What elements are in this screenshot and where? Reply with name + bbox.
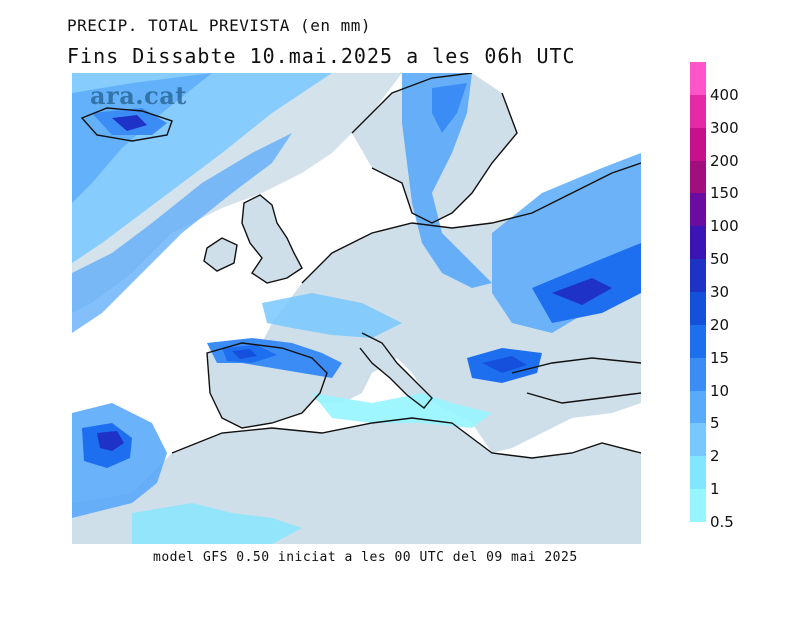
legend-label: 1 (710, 480, 720, 499)
legend-label: 0.5 (710, 513, 734, 531)
legend-swatch (690, 292, 706, 326)
legend-label: 300 (710, 118, 739, 137)
legend-label: 200 (710, 151, 739, 170)
legend-label: 5 (710, 414, 720, 433)
legend-label: 2 (710, 447, 720, 466)
legend-swatch (690, 489, 706, 523)
legend-swatch (690, 94, 706, 129)
legend-swatch (690, 160, 706, 194)
legend-label: 30 (710, 283, 730, 301)
legend-label: 100 (710, 217, 739, 236)
model-run-footer: model GFS 0.50 iniciat a les 00 UTC del … (153, 550, 578, 565)
map-title: PRECIP. TOTAL PREVISTA (en mm) (67, 16, 371, 35)
map-canvas (72, 73, 641, 544)
coastlines (80, 73, 641, 459)
precipitation-legend: 400 300 200 150 100 50 30 20 15 10 5 2 1 0.5 (690, 62, 739, 531)
legend-label: 150 (710, 184, 739, 203)
legend-swatch (690, 193, 706, 227)
precipitation-map: ara.cat (72, 73, 641, 544)
legend-label: 400 (710, 85, 739, 104)
legend-swatch (690, 423, 706, 457)
legend-swatch (690, 324, 706, 359)
precipitation-shading (72, 73, 641, 544)
legend-label: 20 (710, 315, 730, 334)
map-subtitle: Fins Dissabte 10.mai.2025 a les 06h UTC (67, 44, 576, 68)
ara-cat-logo: ara.cat (90, 81, 187, 110)
legend-swatch (690, 456, 706, 490)
legend-label: 50 (710, 250, 730, 269)
legend-swatch (690, 390, 706, 424)
legend-label: 10 (710, 381, 730, 400)
legend-swatch (690, 259, 706, 293)
legend-label: 15 (710, 348, 730, 367)
legend-swatch (690, 357, 706, 392)
legend-swatch (690, 62, 706, 96)
legend-swatch (690, 127, 706, 162)
legend-swatch (690, 226, 706, 260)
